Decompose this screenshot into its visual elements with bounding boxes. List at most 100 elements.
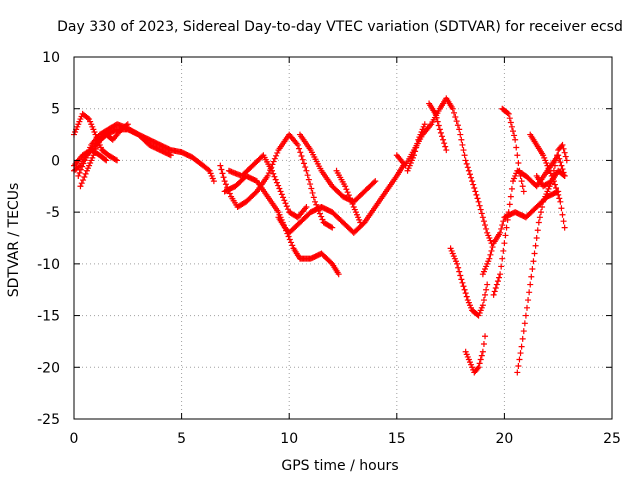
data-point — [271, 173, 278, 180]
data-point — [560, 218, 567, 225]
data-point — [411, 152, 418, 159]
y-tick-label: -10 — [37, 257, 60, 273]
grid-lines — [74, 57, 612, 419]
data-point — [345, 192, 352, 199]
data-point — [94, 142, 101, 149]
data-point — [506, 201, 513, 208]
data-point — [531, 250, 538, 257]
data-point — [476, 360, 483, 367]
data-point — [436, 126, 443, 133]
data-point — [508, 185, 515, 192]
data-point — [484, 281, 491, 288]
data-point — [512, 136, 519, 143]
data-point — [516, 356, 523, 363]
data-point — [473, 191, 480, 198]
data-point — [77, 166, 84, 173]
data-point — [500, 218, 507, 225]
data-point — [486, 255, 493, 262]
data-point — [296, 145, 303, 152]
data-point — [285, 233, 292, 240]
data-point — [79, 163, 86, 170]
data-point — [442, 143, 449, 150]
data-point — [438, 133, 445, 140]
data-point — [304, 172, 311, 179]
data-point — [329, 224, 336, 231]
data-point — [265, 170, 272, 177]
data-point — [480, 297, 487, 304]
data-point — [468, 174, 475, 181]
data-point — [533, 235, 540, 241]
data-point — [453, 118, 460, 125]
chart-title: Day 330 of 2023, Sidereal Day-to-day VTE… — [57, 19, 623, 35]
data-point — [274, 149, 281, 156]
data-point — [319, 216, 326, 223]
data-point — [272, 176, 279, 183]
data-point — [84, 115, 91, 122]
data-point — [220, 174, 227, 181]
data-point — [521, 320, 528, 327]
data-point — [547, 178, 554, 185]
data-point — [482, 333, 489, 340]
data-point — [205, 166, 212, 173]
data-point — [554, 152, 561, 159]
data-point — [529, 266, 536, 273]
data-point — [283, 227, 290, 234]
data-point — [302, 164, 309, 171]
data-point — [561, 149, 568, 156]
data-point — [268, 167, 275, 174]
data-point — [505, 110, 512, 117]
data-point — [312, 198, 319, 205]
data-point — [299, 156, 306, 163]
data-point — [435, 122, 442, 129]
data-point — [479, 214, 486, 221]
data-point — [539, 203, 546, 210]
data-point — [276, 185, 283, 192]
data-point — [527, 281, 534, 288]
data-point — [462, 290, 469, 297]
data-point — [525, 297, 532, 304]
data-point — [328, 223, 335, 230]
data-point — [469, 178, 476, 185]
data-point — [508, 123, 515, 130]
data-point — [556, 195, 563, 202]
data-point — [516, 167, 523, 174]
data-point — [271, 155, 278, 162]
data-point — [459, 279, 466, 286]
data-point — [474, 365, 481, 372]
data-point — [477, 206, 484, 213]
data-point — [464, 164, 471, 171]
data-point — [123, 122, 130, 129]
data-point — [479, 348, 486, 355]
axis-ticks: 0 5 10 15 20 25 -25 -20 -15 -10 -5 0 5 10 — [37, 50, 621, 447]
data-point — [221, 178, 228, 185]
data-point — [560, 145, 567, 152]
data-point — [273, 179, 280, 186]
x-tick-label: 25 — [603, 431, 621, 447]
data-point — [305, 176, 312, 183]
data-point — [81, 173, 88, 180]
data-point — [308, 185, 315, 192]
data-point — [487, 251, 494, 258]
data-point — [437, 129, 444, 136]
data-point — [433, 114, 440, 121]
data-point — [454, 260, 461, 267]
data-point — [483, 286, 490, 293]
data-point — [112, 156, 119, 163]
data-point — [441, 140, 448, 147]
data-point — [548, 178, 555, 185]
data-point — [480, 218, 487, 225]
data-point — [270, 170, 277, 177]
data-point — [273, 152, 280, 159]
data-point — [482, 222, 489, 229]
x-tick-label: 5 — [177, 431, 186, 447]
data-point — [498, 225, 505, 232]
x-tick-label: 15 — [388, 431, 406, 447]
data-point — [348, 198, 355, 205]
data-point — [82, 170, 89, 177]
data-point — [478, 352, 485, 359]
data-point — [511, 132, 518, 139]
data-point — [462, 157, 469, 164]
data-point — [557, 198, 564, 205]
y-tick-label: 0 — [51, 153, 60, 169]
data-point — [557, 159, 564, 166]
